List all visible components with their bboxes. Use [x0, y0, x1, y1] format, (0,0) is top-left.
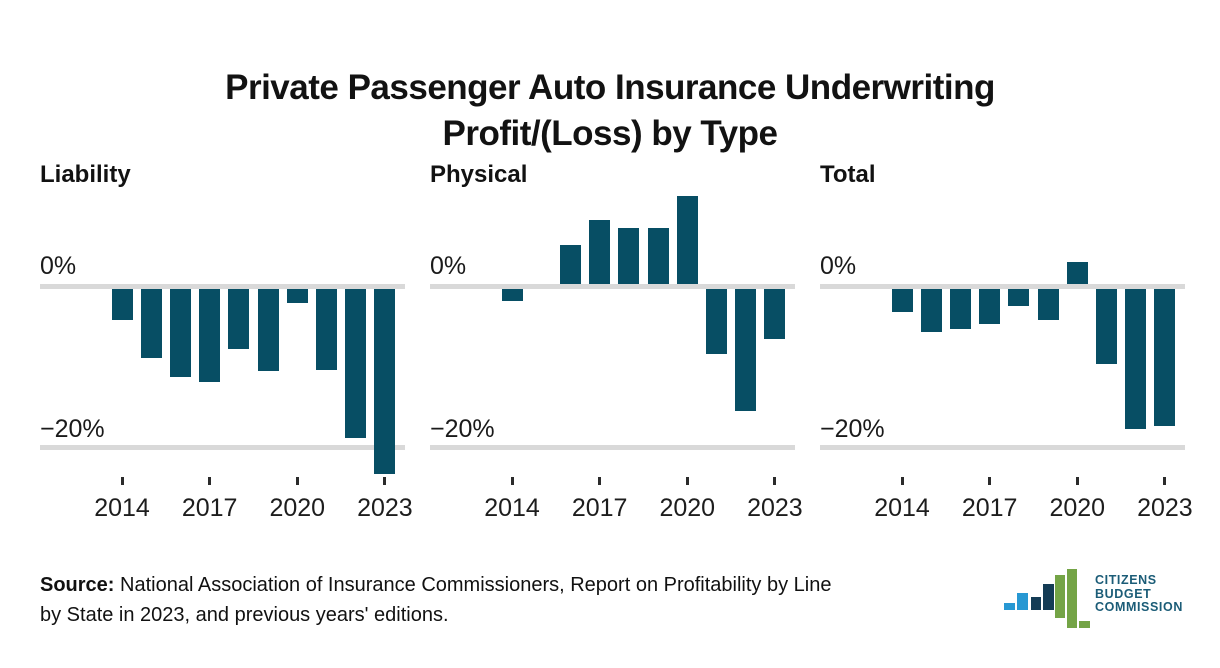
- y-axis-label-zero: 0%: [820, 252, 857, 280]
- bar-total-2018: [1008, 289, 1030, 306]
- logo-bar-icon: [1031, 597, 1041, 610]
- gridline-neg20pct: [40, 445, 405, 450]
- logo-word-budget: BUDGET: [1095, 586, 1152, 601]
- bar-liability-2019: [257, 289, 279, 372]
- x-tick-label-2014: 2014: [874, 494, 930, 522]
- bar-physical-2022: [735, 289, 757, 412]
- bar-total-2019: [1037, 289, 1059, 320]
- panel-title-physical: Physical: [430, 161, 528, 188]
- panel-title-liability: Liability: [40, 161, 131, 188]
- bar-liability-2014: [111, 289, 133, 320]
- x-tick-label-2020: 2020: [659, 494, 716, 522]
- y-axis-label-neg20: −20%: [430, 415, 495, 443]
- bar-liability-2015: [140, 289, 162, 359]
- x-tick-2014: [900, 477, 904, 485]
- panel-title-total: Total: [820, 161, 876, 188]
- x-tick-2023: [383, 477, 387, 485]
- bar-liability-2022: [345, 289, 367, 438]
- bar-liability-2023: [374, 289, 396, 475]
- y-axis-label-neg20: −20%: [40, 415, 105, 443]
- bar-total-2021: [1095, 289, 1117, 364]
- plot-area-total: 2014 2017 2020 2023: [820, 158, 1193, 533]
- x-tick-label-2020: 2020: [1049, 494, 1106, 522]
- x-tick-label-2014: 2014: [484, 494, 540, 522]
- bar-liability-2016: [169, 289, 191, 377]
- bar-liability-2018: [228, 289, 250, 350]
- gridline-neg20pct: [820, 445, 1185, 450]
- bar-liability-2020: [286, 289, 308, 303]
- x-tick-label-2014: 2014: [94, 494, 150, 522]
- source-text-line2: by State in 2023, and previous years' ed…: [40, 604, 449, 626]
- gridline-neg20pct: [430, 445, 795, 450]
- panel-liability: Liability 0% −20% 2014 2017 2020 2023: [40, 158, 413, 533]
- x-tick-label-2023: 2023: [1137, 494, 1193, 522]
- x-tick-label-2023: 2023: [357, 494, 413, 522]
- x-tick-2020: [295, 477, 299, 485]
- bar-total-2022: [1125, 289, 1147, 430]
- panel-physical: Physical 0% −20% 2014 2017 2020 2023: [430, 158, 803, 533]
- x-tick-2023: [773, 477, 777, 485]
- x-tick-label-2017: 2017: [961, 494, 1018, 522]
- bar-physical-2016: [559, 245, 581, 284]
- x-tick-2017: [988, 477, 992, 485]
- chart-title-line2: Profit/(Loss) by Type: [442, 114, 779, 154]
- bar-physical-2023: [764, 289, 786, 339]
- bar-liability-2017: [199, 289, 221, 383]
- source-label: Source:: [40, 574, 115, 596]
- chart-title-line1: Private Passenger Auto Insurance Underwr…: [225, 68, 995, 108]
- bar-total-2017: [979, 289, 1001, 324]
- x-tick-2017: [208, 477, 212, 485]
- plot-area-liability: 2014 2017 2020 2023: [40, 158, 413, 533]
- bar-liability-2021: [315, 289, 337, 370]
- bar-total-2020: [1066, 262, 1088, 284]
- bar-total-2015: [920, 289, 942, 333]
- gridline-0pct: [40, 284, 405, 289]
- y-axis-label-zero: 0%: [430, 252, 467, 280]
- bar-total-2023: [1154, 289, 1176, 426]
- bar-physical-2021: [705, 289, 727, 355]
- bar-physical-2019: [647, 227, 669, 284]
- bar-total-2014: [891, 289, 913, 313]
- logo-word-commission: COMMISSION: [1095, 600, 1183, 614]
- bar-total-2016: [949, 289, 971, 330]
- chart-title: Private Passenger Auto Insurance Underwr…: [0, 65, 1220, 157]
- panel-total: Total 0% −20% 2014 2017 2020 2023: [820, 158, 1193, 533]
- logo-bar-icon: [1055, 575, 1065, 618]
- x-tick-label-2023: 2023: [747, 494, 803, 522]
- x-tick-2020: [685, 477, 689, 485]
- logo-bar-icon: [1067, 569, 1077, 628]
- bar-physical-2020: [676, 196, 698, 284]
- y-axis-label-neg20: −20%: [820, 415, 885, 443]
- source-text-line1: National Association of Insurance Commis…: [114, 574, 832, 596]
- logo-bar-icon: [1079, 621, 1090, 628]
- bar-physical-2017: [589, 219, 611, 284]
- plot-area-physical: 2014 2017 2020 2023: [430, 158, 803, 533]
- x-tick-2014: [120, 477, 124, 485]
- gridline-0pct: [820, 284, 1185, 289]
- x-tick-2017: [598, 477, 602, 485]
- logo-word-citizens: CITIZENS: [1095, 573, 1157, 587]
- source-note: Source: National Association of Insuranc…: [40, 570, 1000, 630]
- x-tick-2020: [1075, 477, 1079, 485]
- cbc-logo: CITIZENS BUDGET COMMISSION: [1002, 566, 1212, 632]
- gridline-0pct: [430, 284, 795, 289]
- x-tick-label-2017: 2017: [181, 494, 238, 522]
- bar-physical-2018: [618, 227, 640, 284]
- y-axis-label-zero: 0%: [40, 252, 77, 280]
- logo-bar-icon: [1043, 584, 1054, 610]
- bar-physical-2014: [501, 289, 523, 302]
- x-tick-label-2017: 2017: [571, 494, 628, 522]
- logo-wordmark: CITIZENS BUDGET COMMISSION: [1095, 573, 1183, 615]
- logo-bar-icon: [1004, 603, 1015, 610]
- x-tick-label-2020: 2020: [269, 494, 326, 522]
- x-tick-2014: [510, 477, 514, 485]
- x-tick-2023: [1163, 477, 1167, 485]
- logo-bar-icon: [1017, 593, 1028, 610]
